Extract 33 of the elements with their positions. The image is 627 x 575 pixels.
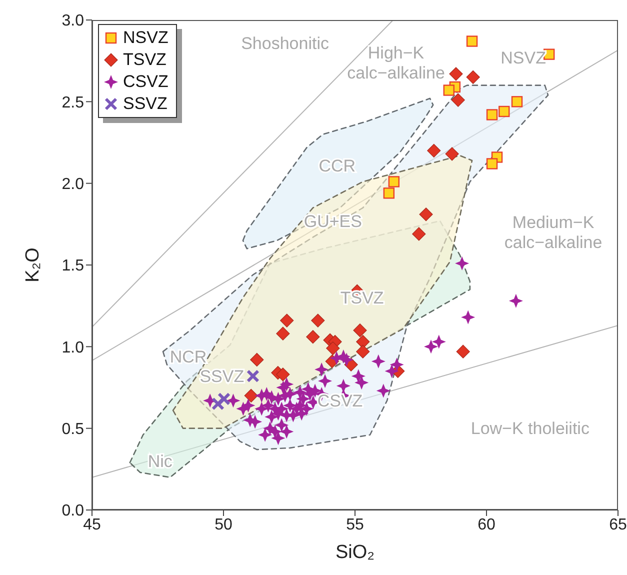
annotation: NCR [170,348,207,367]
x-axis-title: SiO₂ [335,542,375,563]
x-tick-label: 50 [214,516,232,534]
point [466,36,478,47]
y-tick-label: 0.0 [62,502,84,520]
annotation: High−K calc−alkaline [347,44,445,83]
y-tick-label: 3.0 [62,12,84,30]
legend-label: CSVZ [123,72,168,92]
annotation: Shoshonitic [241,34,330,54]
point [449,67,463,81]
y-axis-title: K₂O [22,248,44,282]
annotation: NSVZ [500,48,546,68]
point [466,70,480,84]
x-tick-label: 55 [346,516,364,534]
annotation: GU+ES [304,212,362,231]
annotation: SSVZ [200,367,244,386]
annotation: CCR [318,156,356,176]
y-tick-label: 2.5 [62,94,84,112]
x-tick-label: 45 [83,516,101,534]
annotation: Low−K tholeiitic [470,419,590,438]
y-tick-label: 1.5 [62,258,84,275]
legend-label: NSVZ [123,28,168,48]
x-tick-label: 65 [609,516,627,534]
annotation: Medium−K calc−alkaline [504,213,602,252]
y-tick-label: 1.0 [62,339,84,356]
x-tick-label: 60 [478,516,496,534]
annotation: CSVZ [317,392,363,411]
legend-label: TSVZ [123,50,166,70]
annotation: Nic [148,452,173,471]
annotation: TSVZ [340,288,384,308]
y-tick-label: 0.5 [62,421,84,438]
legend-label: SSVZ [123,94,168,114]
y-tick-label: 2.0 [62,176,84,194]
